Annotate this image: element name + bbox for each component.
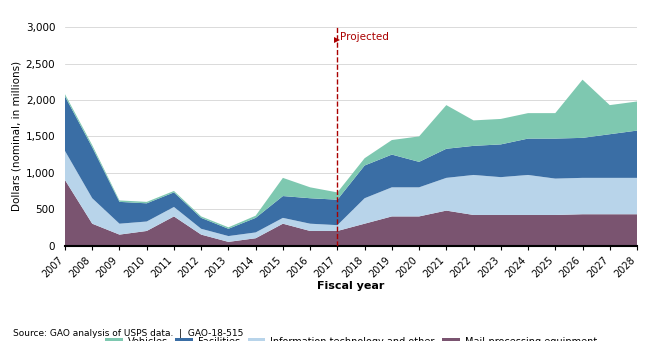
Legend: Vehicles, Facilities, Information technology and other, Mail-processing equipmen: Vehicles, Facilities, Information techno… xyxy=(101,333,601,341)
Text: Source: GAO analysis of USPS data.  |  GAO-18-515: Source: GAO analysis of USPS data. | GAO… xyxy=(13,329,243,338)
Text: Projected: Projected xyxy=(340,32,389,42)
Y-axis label: Dollars (nominal, in millions): Dollars (nominal, in millions) xyxy=(12,61,21,211)
X-axis label: Fiscal year: Fiscal year xyxy=(317,281,385,291)
